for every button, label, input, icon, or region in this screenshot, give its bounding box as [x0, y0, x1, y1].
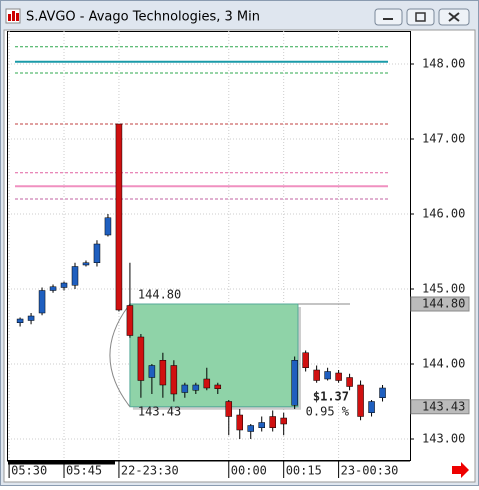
app-icon-bar	[12, 11, 15, 21]
candle-body	[258, 422, 265, 428]
measure-low-label: 143.43	[138, 404, 181, 418]
candle-body	[49, 286, 57, 291]
candle-body	[236, 414, 244, 431]
candle-body	[280, 417, 287, 425]
price-marker-label: 144.80	[422, 297, 465, 311]
restore-button[interactable]	[406, 8, 435, 26]
candle-body	[137, 336, 145, 381]
candle-body	[192, 384, 200, 391]
minimize-button[interactable]	[374, 8, 403, 26]
candle-body	[93, 243, 101, 263]
measure-connector	[109, 303, 131, 408]
candle-body	[38, 290, 46, 314]
y-tick-label: 143.00	[422, 432, 465, 446]
app-icon-bar	[8, 14, 11, 21]
window-title: S.AVGO - Avago Technologies, 3 Min	[26, 10, 260, 25]
restore-icon	[415, 12, 426, 22]
x-tick-label: 22-23:30	[121, 464, 179, 478]
price-marker-label: 143.43	[422, 399, 465, 413]
x-tick-label: 05:45	[66, 464, 102, 478]
candle-body	[159, 360, 167, 386]
y-tick-label: 145.00	[422, 282, 465, 296]
x-tick-label: 23-00:30	[341, 464, 399, 478]
y-tick-label: 148.00	[422, 57, 465, 71]
candle-body	[82, 262, 90, 266]
candle-body	[225, 401, 233, 417]
candle-body	[269, 416, 276, 428]
candle-body	[368, 401, 375, 413]
candle-body	[346, 377, 353, 387]
candle-body	[181, 384, 189, 393]
candle-body	[104, 217, 112, 236]
candle-body	[357, 384, 364, 417]
candle-body	[335, 372, 342, 381]
close-icon	[448, 12, 460, 22]
candle-body	[291, 360, 298, 406]
candle-body	[214, 384, 222, 389]
measure-pct-label: 0.95 %	[306, 404, 350, 418]
app-icon-bar	[16, 13, 19, 21]
candle-body	[27, 315, 35, 321]
candle-body	[324, 371, 331, 380]
candle-body	[313, 369, 320, 381]
candle-body	[379, 387, 386, 398]
candle-body	[302, 352, 309, 368]
candle-body	[115, 123, 123, 311]
y-tick-label: 147.00	[422, 132, 465, 146]
candle-body	[247, 425, 254, 432]
candle-body	[148, 365, 156, 378]
measure-change-label: $1.37	[313, 389, 349, 403]
candle-body	[16, 318, 24, 323]
candle-body	[170, 365, 178, 395]
measure-high-label: 144.80	[138, 288, 181, 302]
y-tick-label: 144.00	[422, 357, 465, 371]
scroll-arrow[interactable]	[452, 462, 469, 478]
x-tick-label: 00:00	[231, 464, 267, 478]
price-marker	[410, 296, 470, 312]
candle-body	[60, 282, 68, 288]
y-tick-label: 146.00	[422, 207, 465, 221]
measure-box	[129, 303, 299, 408]
price-marker	[410, 399, 470, 415]
candle-body	[203, 378, 211, 389]
candle-body	[126, 305, 134, 336]
x-tick-label: 05:30	[11, 464, 47, 478]
x-tick-label: 00:15	[286, 464, 322, 478]
candle-body	[71, 266, 79, 286]
